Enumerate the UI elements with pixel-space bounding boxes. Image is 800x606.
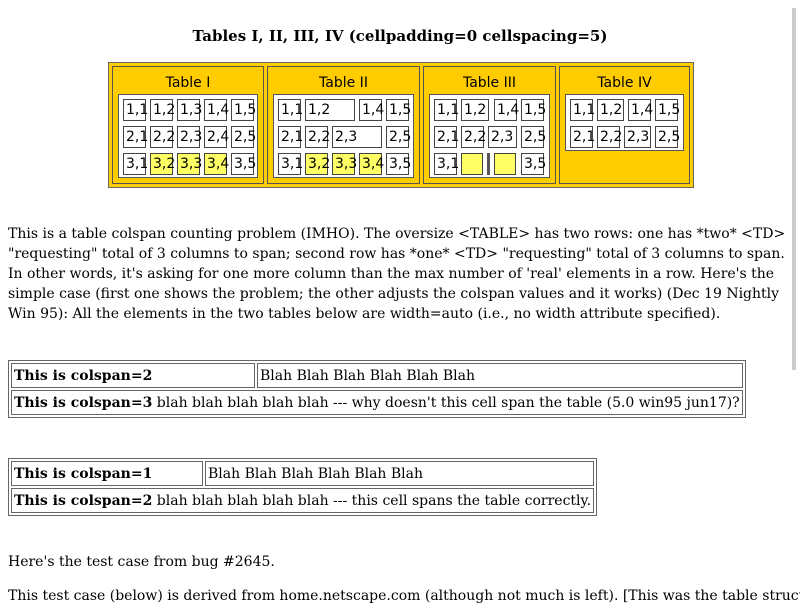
cell: 2,2 (305, 126, 330, 148)
cell: 2,2 (597, 126, 622, 148)
cell: 2,2 (150, 126, 175, 148)
cell: 1,5 (386, 99, 411, 121)
table-i-grid: 1,1 1,2 1,3 1,4 1,5 2,1 2,2 2,3 2,4 2,5 … (118, 94, 258, 178)
cell: 2,1 (434, 126, 459, 148)
cell-highlighted: 3,4 (204, 153, 229, 175)
table-ii-panel: Table II 1,1 1,2 1,4 1,5 2,1 2,2 2,3 2,5… (267, 66, 420, 184)
cell-highlighted: 3,2 (150, 153, 175, 175)
cell: 1,3 (177, 99, 202, 121)
cell-colspan: 1,2 (597, 99, 624, 121)
page-heading: Tables I, II, III, IV (cellpadding=0 cel… (192, 27, 608, 45)
cell: 2,5 (655, 126, 680, 148)
table-cell: Blah Blah Blah Blah Blah Blah (205, 461, 595, 486)
cell: 1,5 (521, 99, 546, 121)
cell: 2,1 (123, 126, 148, 148)
table-row: This is colspan=3 blah blah blah blah bl… (11, 390, 743, 415)
scrollbar-thumb[interactable] (792, 8, 796, 370)
cell: 2,4 (204, 126, 229, 148)
cell: 1,4 (204, 99, 229, 121)
cell-highlighted: 3,3 (332, 153, 357, 175)
cell: 2,1 (278, 126, 303, 148)
cell: 2,5 (231, 126, 256, 148)
cell: 1,2 (150, 99, 175, 121)
cell-colspan: 2,3 (624, 126, 651, 148)
table-row: This is colspan=2 blah blah blah blah bl… (11, 488, 595, 513)
cell: 3,1 (278, 153, 303, 175)
table-iii-title: Table III (462, 75, 517, 91)
table-row: This is colspan=2 Blah Blah Blah Blah Bl… (11, 363, 743, 388)
table-cell: This is colspan=3 blah blah blah blah bl… (11, 390, 743, 415)
zero-width-cell (487, 153, 490, 175)
cell: 3,1 (434, 153, 459, 175)
table-iv-grid: 1,1 1,2 1,4 1,5 2,1 2,2 2,3 2,5 (565, 94, 684, 151)
table-row: This is colspan=1 Blah Blah Blah Blah Bl… (11, 461, 595, 486)
table-cell: This is colspan=1 (11, 461, 203, 486)
cell: 1,5 (655, 99, 680, 121)
cell: 1,1 (570, 99, 595, 121)
cell: 3,5 (386, 153, 411, 175)
cell: 3,5 (521, 153, 546, 175)
paragraph-bug-reference: Here's the test case from bug #2645. (8, 554, 275, 570)
cell-colspan: 1,2 (305, 99, 355, 121)
outer-table: Table I 1,1 1,2 1,3 1,4 1,5 2,1 2,2 2,3 … (108, 62, 694, 188)
paragraph-colspan-explanation: This is a table colspan counting problem… (8, 226, 786, 322)
table-iv-panel: Table IV 1,1 1,2 1,4 1,5 2,1 2,2 2,3 2,5 (559, 66, 690, 184)
cell: 1,4 (628, 99, 653, 121)
table-cell: This is colspan=2 (11, 363, 255, 388)
cell: 1,5 (231, 99, 256, 121)
cell: 1,4 (359, 99, 384, 121)
cell: 1,1 (434, 99, 459, 121)
table-ii-title: Table II (319, 75, 368, 91)
cell-highlighted: 3,3 (177, 153, 202, 175)
table-ii-grid: 1,1 1,2 1,4 1,5 2,1 2,2 2,3 2,5 3,1 3,2 … (273, 94, 414, 178)
cell: 3,1 (123, 153, 148, 175)
cell: 1,1 (278, 99, 303, 121)
cell: 1,1 (123, 99, 148, 121)
cell-highlighted: 3,2 (305, 153, 330, 175)
table-i-title: Table I (165, 75, 211, 91)
cell-colspan: 2,3 (332, 126, 382, 148)
table-iii-panel: Table III 1,1 1,2 1,4 1,5 2,1 2,2 2,3 2,… (423, 66, 556, 184)
cell: 2,5 (521, 126, 546, 148)
table-iv-title: Table IV (597, 75, 652, 91)
table-cell: Blah Blah Blah Blah Blah Blah (257, 363, 743, 388)
paragraph-test-case: This test case (below) is derived from h… (8, 588, 800, 604)
cell: 3,5 (231, 153, 256, 175)
cell: 2,1 (570, 126, 595, 148)
cell-empty-highlighted (494, 153, 516, 175)
colspan-table-b: This is colspan=1 Blah Blah Blah Blah Bl… (8, 458, 598, 516)
table-cell: This is colspan=2 blah blah blah blah bl… (11, 488, 595, 513)
cell: 2,5 (386, 126, 411, 148)
table-i-panel: Table I 1,1 1,2 1,3 1,4 1,5 2,1 2,2 2,3 … (112, 66, 264, 184)
cell: 1,4 (494, 99, 519, 121)
cell: 2,3 (177, 126, 202, 148)
colspan-table-a: This is colspan=2 Blah Blah Blah Blah Bl… (8, 360, 746, 418)
cell-highlighted: 3,4 (359, 153, 384, 175)
cell-colspan: 2,3 (488, 126, 517, 148)
vertical-scrollbar[interactable] (786, 0, 800, 600)
cell-empty-highlighted (461, 153, 483, 175)
cell: 2,2 (461, 126, 486, 148)
table-iii-grid: 1,1 1,2 1,4 1,5 2,1 2,2 2,3 2,5 3,1 3,5 (429, 94, 550, 178)
cell-colspan: 1,2 (461, 99, 489, 121)
